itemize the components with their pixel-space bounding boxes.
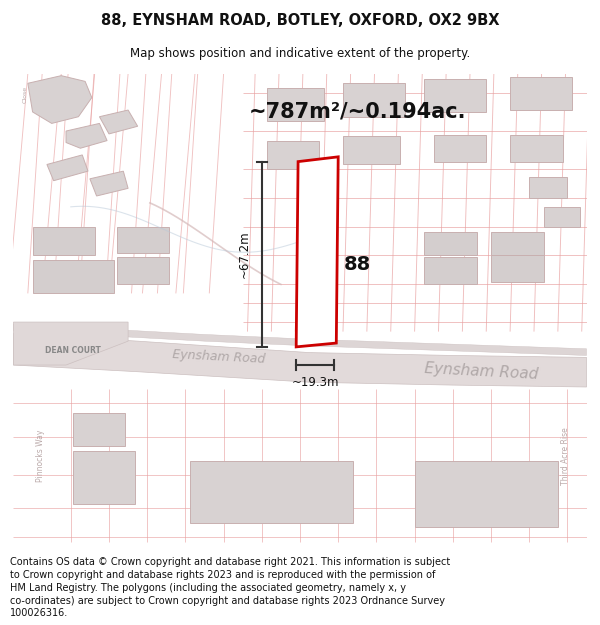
Text: ~67.2m: ~67.2m xyxy=(238,231,251,278)
Text: Map shows position and indicative extent of the property.: Map shows position and indicative extent… xyxy=(130,47,470,59)
Bar xyxy=(434,135,486,162)
Polygon shape xyxy=(66,123,107,148)
Text: 88, EYNSHAM ROAD, BOTLEY, OXFORD, OX2 9BX: 88, EYNSHAM ROAD, BOTLEY, OXFORD, OX2 9B… xyxy=(101,13,499,28)
Bar xyxy=(73,451,135,504)
Text: Pinnocks Way: Pinnocks Way xyxy=(36,429,45,482)
Bar xyxy=(343,136,400,164)
Bar xyxy=(510,135,563,162)
Bar xyxy=(510,77,572,110)
Bar xyxy=(424,232,476,255)
Bar xyxy=(32,260,114,293)
Text: Third Acre Rise: Third Acre Rise xyxy=(561,427,570,484)
Bar xyxy=(491,255,544,282)
Text: ~19.3m: ~19.3m xyxy=(292,376,339,389)
Polygon shape xyxy=(90,171,128,196)
Polygon shape xyxy=(13,322,128,365)
Text: 88: 88 xyxy=(344,255,371,274)
Text: Eynsham Road: Eynsham Road xyxy=(172,349,266,366)
Text: DEAN COURT: DEAN COURT xyxy=(45,346,101,355)
Bar xyxy=(266,141,319,169)
Polygon shape xyxy=(28,76,92,123)
Bar xyxy=(491,232,544,255)
Text: ~787m²/~0.194ac.: ~787m²/~0.194ac. xyxy=(248,102,466,122)
Polygon shape xyxy=(13,334,587,387)
Bar xyxy=(544,208,580,226)
Polygon shape xyxy=(13,324,587,356)
Bar xyxy=(424,79,486,112)
Bar xyxy=(190,461,353,522)
Text: Close: Close xyxy=(22,86,28,103)
Bar xyxy=(343,83,405,117)
Bar xyxy=(73,412,125,446)
Bar xyxy=(116,226,169,253)
Text: Eynsham Road: Eynsham Road xyxy=(424,361,539,382)
Bar xyxy=(266,88,324,121)
Polygon shape xyxy=(296,157,338,347)
Bar xyxy=(424,257,476,284)
Bar xyxy=(529,177,568,198)
Bar xyxy=(415,461,558,528)
Text: Contains OS data © Crown copyright and database right 2021. This information is : Contains OS data © Crown copyright and d… xyxy=(10,557,450,618)
Polygon shape xyxy=(47,155,88,181)
Polygon shape xyxy=(100,110,137,134)
Bar xyxy=(116,257,169,284)
Bar xyxy=(32,226,95,255)
